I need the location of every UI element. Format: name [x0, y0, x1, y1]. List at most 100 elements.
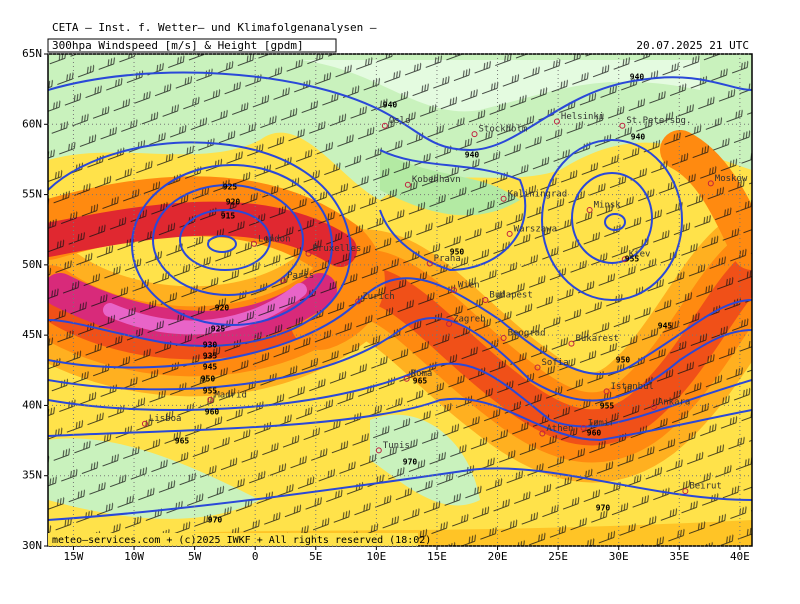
lon-tick-label: 15E	[427, 550, 447, 563]
city-label: Moskow	[715, 174, 748, 184]
city-label: Praha	[434, 254, 461, 264]
lon-tick-label: 5W	[188, 550, 202, 563]
contour-label: 945	[658, 322, 673, 331]
contour-label: 955	[625, 255, 640, 264]
lon-tick-label: 35E	[669, 550, 689, 563]
city-marker	[619, 122, 626, 129]
city-marker	[682, 488, 689, 495]
city-marker	[534, 364, 541, 371]
city-label: Kaliningrad	[508, 189, 568, 199]
city-marker	[482, 297, 489, 303]
header: CETA — Inst. f. Wetter— und Klimafolgena…	[52, 21, 377, 34]
map-field	[48, 54, 752, 546]
city-label: St.Petersbg.	[626, 116, 691, 126]
city-label: Sofia	[542, 358, 569, 368]
city-label: Roma	[411, 369, 433, 379]
lon-tick-label: 15W	[64, 550, 84, 563]
city-label: Bruxelles	[313, 244, 362, 254]
city-marker	[404, 181, 411, 188]
city-marker	[446, 320, 453, 327]
city-marker	[506, 230, 513, 237]
contour-label: 955	[600, 402, 615, 411]
lon-tick-label: 20E	[488, 550, 508, 563]
city-label: Wien	[458, 281, 480, 291]
city-label: Stockholm	[479, 125, 528, 135]
contour-label: 945	[203, 363, 218, 372]
contour-label: 940	[631, 133, 646, 142]
contour-label: 970	[403, 458, 418, 467]
city-marker	[553, 118, 560, 125]
city-label: Zurich	[362, 292, 395, 302]
city-marker	[305, 250, 312, 257]
valid-time: 20.07.2025 21 UTC	[636, 39, 749, 52]
city-marker	[603, 388, 610, 395]
contour-label: 940	[383, 101, 398, 110]
contour-label: 925	[211, 325, 226, 334]
contour-label: 965	[413, 377, 428, 386]
city-marker	[450, 287, 457, 294]
city-label: Madrid	[214, 390, 247, 400]
footer-bg	[48, 533, 418, 546]
contour-label: 950	[450, 248, 465, 257]
city-label: Kobenhavn	[412, 175, 461, 185]
city-marker	[621, 256, 628, 263]
contour-label: 935	[203, 352, 218, 361]
contour-label: 920	[215, 304, 230, 313]
city-label: Oslo	[389, 116, 411, 126]
city-label: Beograd	[508, 328, 546, 338]
city-marker	[568, 340, 575, 347]
lat-tick-label: 45N	[22, 328, 42, 341]
lat-tick-label: 40N	[22, 398, 42, 411]
city-marker	[403, 375, 410, 382]
city-marker	[500, 334, 507, 341]
city-marker	[250, 240, 257, 247]
lon-tick-label: 5E	[309, 550, 322, 563]
lon-tick-label: 25E	[548, 550, 568, 563]
lat-tick-label: 65N	[22, 47, 42, 60]
contour-label: 950	[201, 375, 216, 384]
contour-label: 955	[203, 387, 218, 396]
city-marker	[141, 420, 148, 427]
contour-label: 915	[221, 212, 236, 221]
city-marker	[586, 207, 593, 214]
lon-tick-label: 0	[252, 550, 259, 563]
contour-label: 930	[203, 341, 218, 350]
city-label: Helsinki	[561, 112, 604, 122]
contour-label: 965	[175, 437, 190, 446]
city-marker	[426, 260, 433, 267]
city-marker	[580, 424, 587, 431]
contour-label: 940	[630, 73, 645, 82]
product-box	[47, 38, 337, 53]
city-label: Warszawa	[514, 224, 557, 234]
city-marker	[707, 180, 714, 187]
city-label: Minsk	[594, 201, 622, 211]
city-marker	[471, 131, 478, 138]
city-marker	[355, 298, 362, 305]
lon-tick-label: 40E	[730, 550, 750, 563]
lat-tick-label: 35N	[22, 469, 42, 482]
city-marker	[375, 447, 382, 454]
contour-label: 970	[208, 516, 223, 525]
lat-tick-label: 50N	[22, 258, 42, 271]
contour-label: 960	[587, 429, 602, 438]
city-marker	[381, 122, 388, 129]
city-label: Ankara	[658, 397, 691, 407]
city-marker	[500, 195, 507, 202]
lat-tick-label: 30N	[22, 539, 42, 552]
contour-label: 950	[616, 356, 631, 365]
city-label: Tunis	[383, 441, 410, 451]
city-label: Lisboa	[149, 414, 182, 424]
city-marker	[539, 430, 546, 437]
city-marker	[650, 403, 657, 410]
contour-label: 940	[465, 151, 480, 160]
city-label: Paris	[287, 271, 314, 281]
contour-label: 960	[205, 408, 220, 417]
footer: meteo—services.com + (c)2025 IWKF + All …	[52, 535, 431, 546]
lon-tick-label: 30E	[609, 550, 629, 563]
lat-tick-label: 55N	[22, 188, 42, 201]
city-label: Kiev	[629, 250, 651, 260]
city-label: Athen	[546, 424, 573, 434]
city-label: London	[258, 234, 291, 244]
city-label: Izmir	[588, 418, 616, 428]
